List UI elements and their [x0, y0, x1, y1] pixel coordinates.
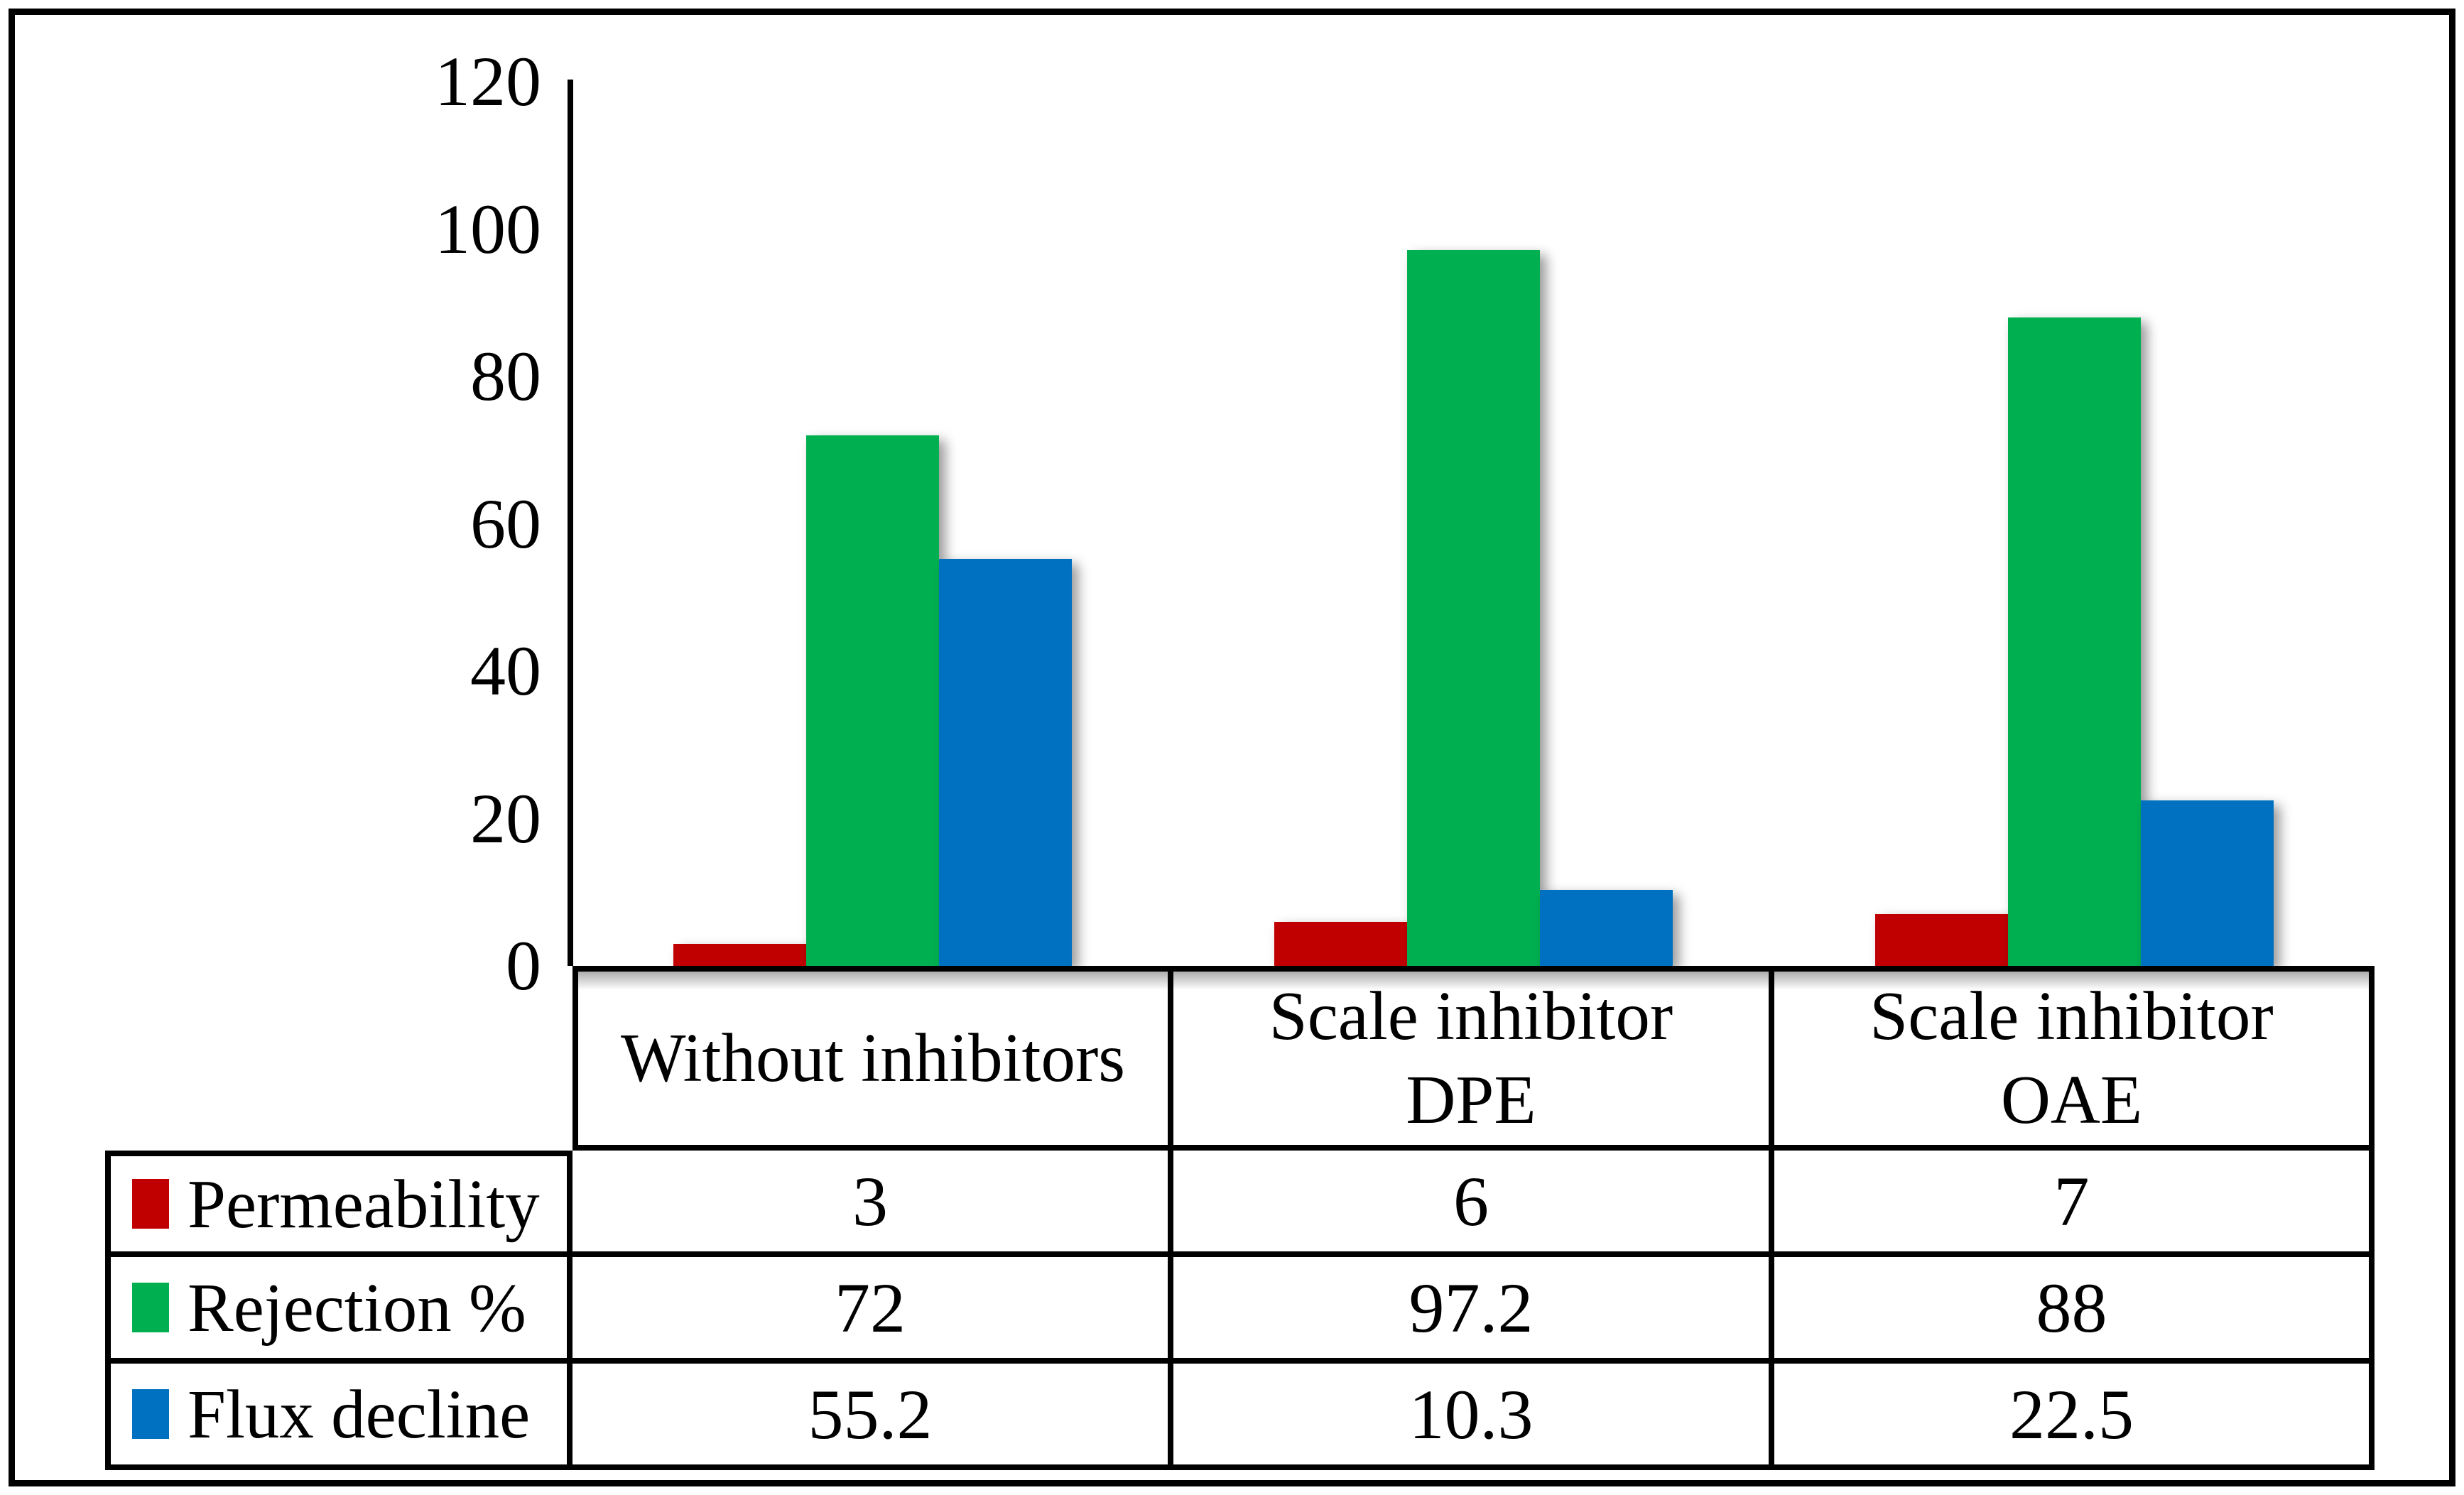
chart-data-table: Without inhibitors Scale inhibitor DPE Sca…	[105, 966, 2375, 1470]
y-axis-tick-label: 80	[470, 337, 541, 415]
legend-cell: Rejection %	[105, 1257, 572, 1364]
bar-permeability-cat1	[673, 944, 806, 966]
legend-swatch-icon	[132, 1389, 169, 1439]
bar-permeability-cat2	[1274, 922, 1407, 966]
table-value-cell: 10.3	[1173, 1364, 1774, 1470]
y-axis-tick-label: 40	[470, 631, 541, 710]
category-header-cell: Scale inhibitor OAE	[1774, 966, 2375, 1151]
bar-flux-decline-cat3	[2141, 800, 2274, 966]
legend-swatch-icon	[132, 1283, 169, 1332]
table-value-cell: 7	[1774, 1151, 2375, 1257]
category-header-cell: Scale inhibitor DPE	[1173, 966, 1774, 1151]
legend-label: Rejection %	[188, 1269, 526, 1346]
bar-flux-decline-cat2	[1540, 890, 1673, 966]
table-value-cell: 22.5	[1774, 1364, 2375, 1470]
bar-rejection-cat1	[806, 435, 939, 966]
bar-rejection-cat3	[2008, 317, 2141, 966]
y-axis-tick-label: 100	[435, 189, 541, 268]
y-axis-tick-label: 20	[470, 778, 541, 858]
legend-swatch-icon	[132, 1179, 169, 1229]
table-value-cell: 88	[1774, 1257, 2375, 1364]
y-axis-line	[568, 80, 573, 966]
y-axis-tick-label: 120	[435, 42, 541, 121]
y-axis-tick-label: 0	[506, 926, 541, 1005]
category-header-cell: Without inhibitors	[572, 966, 1173, 1151]
bar-rejection-cat2	[1407, 250, 1540, 966]
legend-header-empty-cell	[105, 966, 572, 1151]
bar-permeability-cat3	[1875, 914, 2008, 966]
table-value-cell: 72	[572, 1257, 1173, 1364]
bar-flux-decline-cat1	[939, 559, 1072, 966]
legend-label: Permeability	[188, 1165, 540, 1242]
legend-label: Flux decline	[188, 1376, 531, 1452]
table-value-cell: 55.2	[572, 1364, 1173, 1470]
table-value-cell: 6	[1173, 1151, 1774, 1257]
table-value-cell: 3	[572, 1151, 1173, 1257]
legend-cell: Flux decline	[105, 1364, 572, 1470]
y-axis-tick-label: 60	[470, 484, 541, 563]
legend-cell: Permeability	[105, 1151, 572, 1257]
table-value-cell: 97.2	[1173, 1257, 1774, 1364]
figure-border: 0 20 40 60 80 100 120 Without inhibitors Scale …	[9, 9, 2455, 1486]
